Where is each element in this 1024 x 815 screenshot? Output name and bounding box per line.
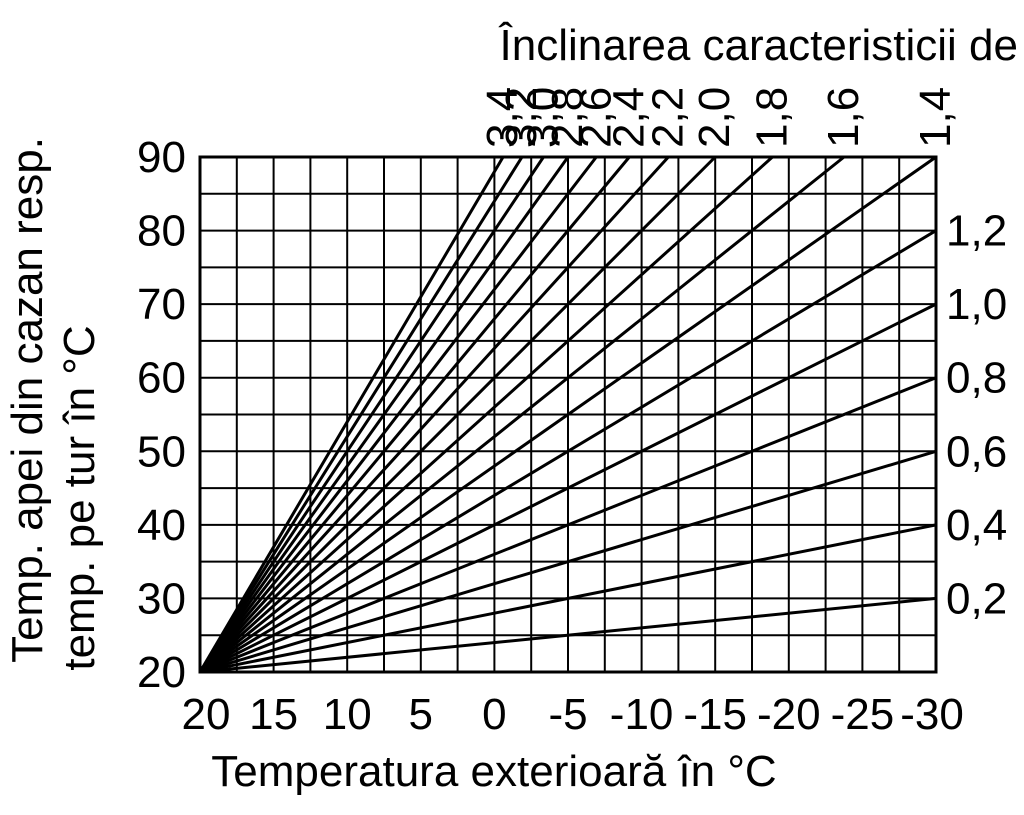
series-line	[198, 156, 570, 673]
series-line	[198, 156, 598, 673]
series-line	[198, 156, 524, 673]
y-tick-label: 40	[137, 501, 186, 550]
slope-label: 0,8	[946, 354, 1007, 403]
slope-label: 1,6	[819, 87, 868, 148]
x-tick-label: -25	[831, 690, 895, 739]
series-line	[198, 155, 774, 674]
slope-label: 2,8	[543, 87, 592, 148]
y-axis-label-line1: Temp. apei din cazan resp.	[3, 137, 52, 663]
series-line	[199, 376, 937, 674]
series-line	[199, 229, 937, 674]
slope-label: 2,6	[571, 87, 620, 148]
series-line	[198, 156, 631, 673]
slope-label: 0,6	[946, 427, 1007, 476]
series-lines	[198, 155, 937, 674]
y-tick-label: 50	[137, 427, 186, 476]
slope-label: 2,4	[604, 87, 653, 148]
slope-label: 1,8	[747, 87, 796, 148]
series-line	[199, 302, 937, 674]
slope-label: 1,2	[946, 207, 1007, 256]
x-tick-label: 5	[409, 690, 433, 739]
chart-title: Înclinarea caracteristicii de	[499, 21, 1018, 70]
x-tick-label: -20	[757, 690, 821, 739]
slope-labels: 0,2 0,4 0,6 0,8 1,0 1,2 1,4 1,6 1,82,02,22,42,62…	[478, 87, 1007, 624]
series-line	[198, 155, 717, 674]
y-tick-label: 90	[137, 133, 186, 182]
series-line	[199, 449, 937, 674]
x-tick-label: -30	[900, 690, 964, 739]
y-tick-label: 80	[137, 207, 186, 256]
plot-frame	[198, 155, 938, 674]
slope-label: 0,4	[946, 501, 1007, 550]
x-tick-label: 15	[249, 690, 298, 739]
series-line	[198, 156, 505, 673]
slope-label: 3,0	[518, 87, 567, 148]
y-tick-label: 70	[137, 280, 186, 329]
x-tick-label: 20	[182, 690, 231, 739]
y-axis-label-line2: temp. pe tur în °C	[55, 325, 104, 670]
y-tick-label: 60	[137, 354, 186, 403]
series-line	[198, 156, 545, 673]
slope-label: 3,2	[497, 87, 546, 148]
slope-label: 1,0	[946, 280, 1007, 329]
series-line	[199, 155, 937, 674]
slope-label: 3,4	[478, 87, 527, 148]
x-tick-label: 10	[323, 690, 372, 739]
series-line	[199, 596, 937, 674]
y-tick-labels: 20 30 40 50 60 70 80 90	[137, 133, 186, 697]
series-line	[199, 523, 937, 674]
slope-label: 0,2	[946, 574, 1007, 623]
x-tick-label: -10	[610, 690, 674, 739]
x-tick-labels: 20 15 10 5 0 -5 -10 -15 -20 -25 -30	[182, 690, 964, 739]
x-tick-label: 0	[482, 690, 506, 739]
series-line	[198, 155, 670, 674]
slope-label: 2,0	[690, 87, 739, 148]
x-tick-label: -5	[548, 690, 587, 739]
x-axis-label: Temperatura exterioară în °C	[211, 747, 776, 796]
slope-label: 1,4	[911, 87, 960, 148]
y-tick-label: 30	[137, 574, 186, 623]
x-tick-label: -15	[683, 690, 747, 739]
series-line	[199, 155, 845, 674]
y-tick-label: 20	[137, 648, 186, 697]
slope-label: 2,2	[643, 87, 692, 148]
